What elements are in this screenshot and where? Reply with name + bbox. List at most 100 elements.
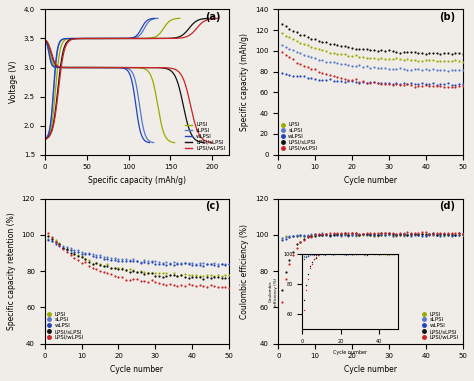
Point (389, 56, 396, 62)
Point (348, 232, 356, 238)
Point (330, 74, 337, 80)
Point (455, 83, 463, 89)
Point (315, 56, 323, 62)
Point (82, 251, 89, 257)
Point (385, 232, 392, 239)
Point (363, 232, 371, 238)
Point (348, 62, 356, 69)
Point (341, 231, 348, 237)
Point (222, 284, 229, 290)
Point (63, 249, 71, 255)
Point (411, 83, 419, 90)
Point (333, 232, 341, 238)
Point (170, 262, 178, 268)
Point (359, 54, 367, 60)
Point (330, 232, 337, 238)
Point (407, 232, 415, 238)
Point (400, 232, 408, 239)
Point (330, 232, 337, 238)
Point (222, 261, 229, 267)
Point (426, 232, 433, 238)
Point (415, 232, 422, 238)
Point (392, 82, 400, 88)
Point (85, 250, 93, 256)
Point (326, 76, 334, 82)
Point (385, 231, 392, 237)
Y-axis label: Voltage (V): Voltage (V) (9, 61, 18, 103)
Point (140, 269, 148, 275)
Point (337, 75, 345, 82)
Point (407, 233, 415, 239)
Point (304, 232, 311, 239)
Point (207, 282, 214, 288)
Point (426, 67, 433, 73)
Point (330, 231, 337, 237)
Point (207, 272, 214, 279)
Point (319, 69, 326, 75)
Point (133, 276, 141, 282)
Point (181, 260, 189, 266)
Point (359, 231, 367, 237)
Point (166, 260, 174, 266)
Point (74, 250, 82, 256)
Point (177, 261, 185, 267)
Point (181, 271, 189, 277)
Point (144, 270, 152, 276)
Point (207, 275, 214, 281)
Point (382, 232, 389, 238)
Point (55, 240, 63, 247)
Point (396, 231, 404, 237)
Point (426, 231, 433, 237)
Point (166, 272, 174, 278)
Point (89, 261, 96, 267)
Point (370, 230, 378, 236)
Point (92, 260, 100, 266)
Point (403, 231, 411, 237)
Point (144, 270, 152, 276)
Point (107, 265, 115, 271)
Point (392, 231, 400, 237)
Point (159, 270, 166, 276)
Point (185, 275, 192, 281)
Point (374, 80, 382, 86)
Point (367, 47, 374, 53)
Point (363, 80, 371, 86)
Point (459, 83, 466, 90)
Point (300, 52, 308, 58)
Point (440, 84, 448, 90)
Text: (d): (d) (438, 201, 455, 211)
Point (192, 261, 200, 267)
Point (218, 275, 226, 281)
Point (326, 232, 334, 239)
Point (440, 231, 448, 237)
Point (304, 232, 311, 238)
Point (363, 230, 371, 236)
Point (129, 275, 137, 282)
Point (218, 261, 226, 267)
Point (63, 246, 71, 252)
Point (352, 52, 359, 58)
Point (133, 258, 141, 264)
Point (396, 231, 404, 237)
Point (385, 231, 392, 237)
Point (440, 233, 448, 239)
Point (403, 232, 411, 239)
Point (333, 232, 341, 238)
Point (144, 279, 152, 285)
Point (96, 254, 104, 260)
Point (385, 231, 392, 237)
Point (74, 247, 82, 253)
Point (385, 80, 392, 86)
Point (297, 239, 304, 245)
Point (111, 255, 118, 261)
Point (356, 62, 363, 68)
Point (185, 261, 192, 267)
Point (285, 234, 293, 240)
Point (322, 231, 330, 237)
Point (192, 274, 200, 280)
Point (115, 266, 122, 272)
Point (367, 231, 374, 237)
Point (148, 259, 155, 265)
Point (374, 56, 382, 62)
Point (433, 232, 441, 238)
